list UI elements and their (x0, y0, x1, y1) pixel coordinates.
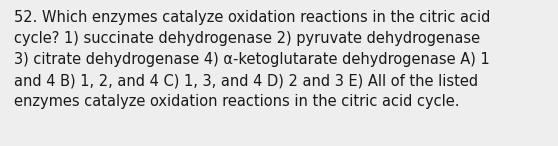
Text: 52. Which enzymes catalyze oxidation reactions in the citric acid
cycle? 1) succ: 52. Which enzymes catalyze oxidation rea… (14, 10, 490, 109)
